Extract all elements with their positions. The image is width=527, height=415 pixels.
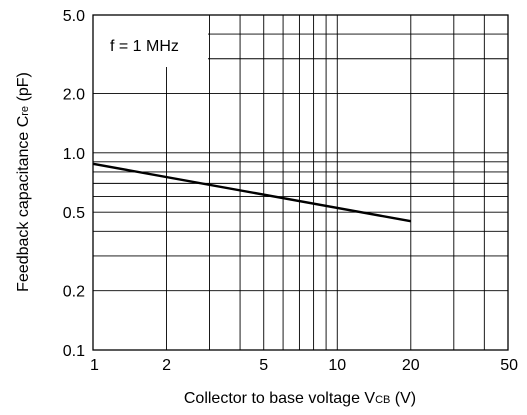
- x-tick-label: 10: [328, 357, 346, 374]
- series-line: [92, 162, 412, 223]
- x-tick-label: 20: [402, 357, 420, 374]
- y-tick-labels: 0.1 0.2 0.5 1.0 2.0 5.0: [63, 8, 85, 360]
- x-tick-labels: 1 2 5 10 20 50: [90, 357, 518, 374]
- y-tick-label: 2.0: [63, 86, 85, 103]
- x-tick-label: 2: [162, 357, 171, 374]
- y-tick-label: 0.1: [63, 343, 85, 360]
- y-axis-label: Feedback capacitance Cre (pF): [15, 72, 32, 292]
- x-tick-label: 1: [90, 357, 99, 374]
- x-tick-label: 50: [500, 357, 518, 374]
- x-axis-label: Collector to base voltage VCB (V): [184, 390, 416, 407]
- y-tick-label: 5.0: [63, 8, 85, 25]
- y-tick-label: 0.2: [63, 284, 85, 301]
- y-tick-label: 1.0: [63, 146, 85, 163]
- grid-lines: [93, 15, 508, 350]
- annotation-box: [96, 15, 208, 67]
- x-tick-label: 5: [259, 357, 268, 374]
- series-layer: [92, 162, 412, 223]
- plot-frame: [92, 14, 509, 351]
- annotation-text: f = 1 MHz: [110, 38, 179, 55]
- y-tick-label: 0.5: [63, 205, 85, 222]
